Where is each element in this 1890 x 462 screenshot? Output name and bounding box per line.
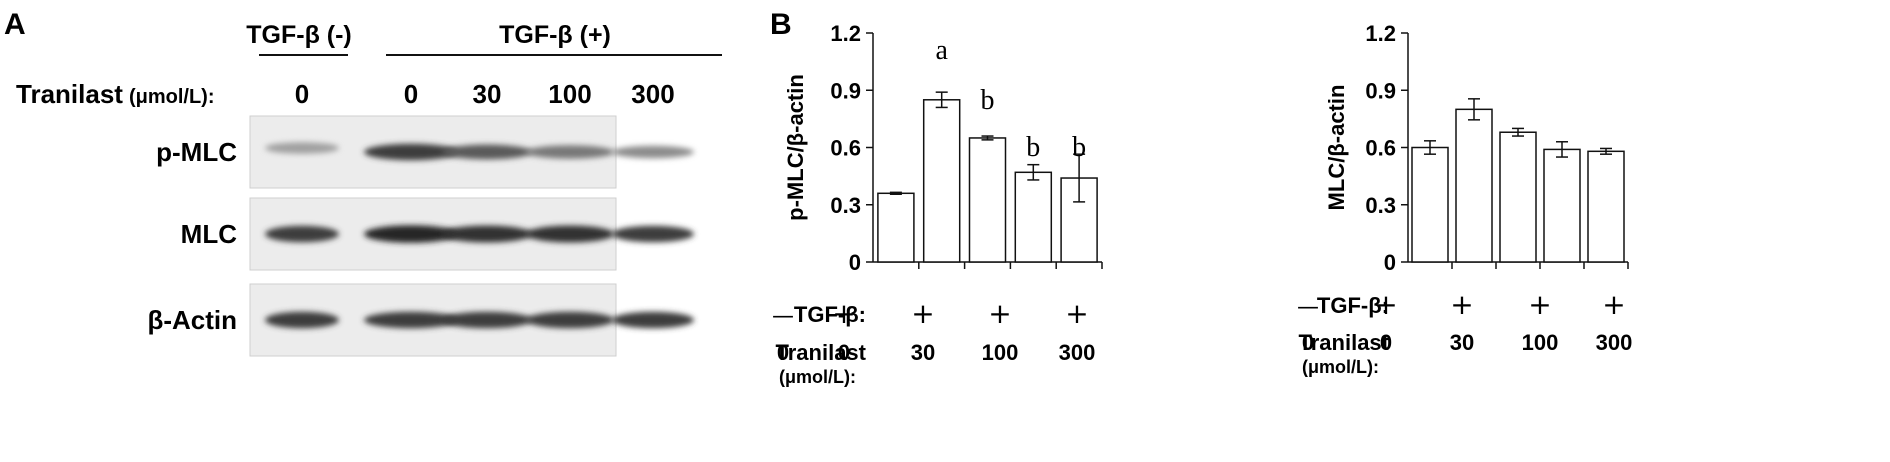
tgf-sign: + (1602, 288, 1625, 321)
tgf-sign: + (1374, 288, 1397, 321)
blot-band (442, 225, 532, 243)
group-label-tgf-negative: TGF-β (-) (246, 21, 352, 49)
blot-band (265, 142, 339, 154)
tgf-sign: + (1065, 297, 1088, 330)
bar (1587, 150, 1625, 263)
tgf-sign: + (832, 297, 855, 330)
y-tick-label: 0.6 (830, 136, 861, 161)
blot-strip-β-Actin: β-Actin (147, 283, 694, 357)
significance-label: b (1026, 132, 1040, 163)
tranilast-row-label-b: Tranilast (776, 340, 867, 365)
tgf-sign: + (1450, 288, 1473, 321)
y-tick-label: 0.9 (1365, 78, 1396, 103)
tranilast-dose: 30 (911, 340, 935, 365)
y-tick-label: 0.3 (830, 193, 861, 218)
blot-band (612, 145, 694, 159)
panel-a-label: A (4, 8, 26, 41)
blot-band (265, 311, 339, 329)
tranilast-dose: 300 (1596, 330, 1633, 355)
y-tick-label: 0.6 (1365, 136, 1396, 161)
blot-band (442, 144, 532, 160)
blot-band (526, 311, 614, 329)
dose-label-a: 0 (295, 79, 309, 109)
significance-label: a (935, 35, 948, 66)
dose-label-a: 300 (631, 79, 674, 109)
bar (1411, 146, 1449, 263)
blot-band (364, 311, 458, 329)
bar (1014, 171, 1053, 263)
tranilast-dose: 0 (838, 340, 850, 365)
tgf-sign: + (988, 297, 1011, 330)
tranilast-dose: 100 (982, 340, 1019, 365)
blot-band (364, 143, 458, 161)
tranilast-dose: 300 (1059, 340, 1096, 365)
dose-label-a: 30 (473, 79, 502, 109)
bar (1455, 108, 1493, 263)
y-axis-label: p-MLC/β-actin (783, 74, 808, 221)
tgf-row-label: TGF-β: (1317, 293, 1389, 318)
blot-strip-MLC: MLC (181, 197, 694, 271)
panel-a-dose-labels: 0 0 30 100 300 (295, 79, 675, 109)
tranilast-dose: 0 (1380, 330, 1392, 355)
treatment-rows: TGF-β:Tranilast(μmol/L):— + + + +0 0 30 100 300T… (772, 288, 1632, 387)
tranilast-row-label-b: Tranilast (1299, 330, 1390, 355)
blot-strip-p-MLC: p-MLC (156, 115, 694, 189)
blot-band (265, 225, 339, 243)
bar (877, 192, 915, 263)
chart-mlc: 0 0.3 0.6 0.9 1.2 MLC/β-actin (1324, 21, 1629, 275)
panel-b-label: B (770, 8, 792, 41)
significance-label: b (981, 85, 995, 116)
y-tick-label: 1.2 (1365, 21, 1396, 46)
tranilast-row-label: Tranilast (μmol/L): (16, 79, 214, 109)
tranilast-dose: 0 (1302, 330, 1314, 355)
y-axis-label: MLC/β-actin (1324, 85, 1349, 211)
blot-band (364, 225, 458, 243)
tranilast-unit-b: (μmol/L): (779, 367, 856, 387)
group-label-tgf-positive: TGF-β (+) (499, 21, 611, 49)
significance-label: b (1072, 132, 1086, 163)
y-tick-label: 0 (1384, 250, 1396, 275)
blot-label: MLC (181, 219, 238, 249)
y-tick-label: 0 (849, 250, 861, 275)
tgf-sign: + (911, 297, 934, 330)
tgf-row-label: TGF-β: (794, 302, 866, 327)
tranilast-dose: 0 (777, 340, 789, 365)
y-tick-label: 0.3 (1365, 193, 1396, 218)
tranilast-unit-b: (μmol/L): (1302, 357, 1379, 377)
dose-label-a: 100 (548, 79, 591, 109)
blot-band (526, 225, 614, 243)
tranilast-dose: 30 (1450, 330, 1474, 355)
tgf-sign: — (1297, 295, 1319, 320)
blot-band (612, 225, 694, 243)
bar (968, 137, 1007, 263)
tranilast-dose: 100 (1522, 330, 1559, 355)
bar (922, 99, 961, 263)
tranilast-label: Tranilast (16, 79, 123, 109)
dose-label-a: 0 (404, 79, 418, 109)
bar (1543, 148, 1581, 263)
blot-band (526, 145, 614, 159)
tgf-sign: — (772, 304, 794, 329)
tranilast-unit: (μmol/L): (129, 86, 215, 108)
bar (1499, 131, 1537, 263)
blot-label: β-Actin (147, 305, 237, 335)
blot-band (442, 311, 532, 329)
y-tick-label: 1.2 (830, 21, 861, 46)
blot-label: p-MLC (156, 137, 237, 167)
y-tick-label: 0.9 (830, 78, 861, 103)
western-blots: p-MLC MLC β-Actin (147, 115, 694, 357)
tgf-sign: + (1528, 288, 1551, 321)
blot-band (612, 311, 694, 329)
